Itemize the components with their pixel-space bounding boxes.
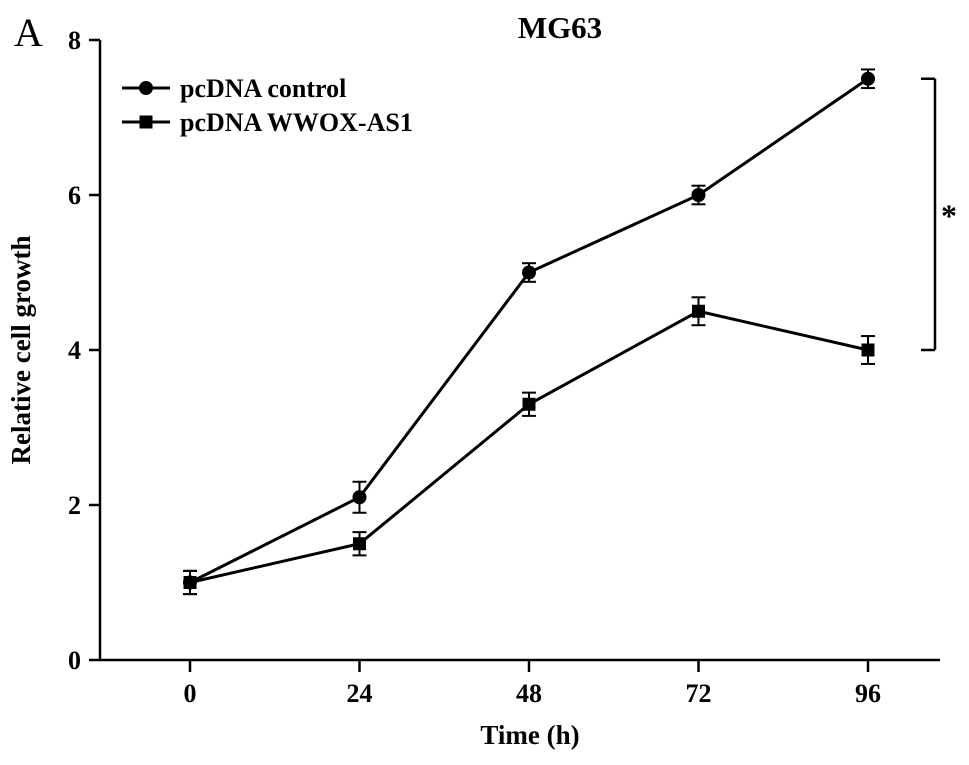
data-point-square xyxy=(183,576,197,589)
panel-label: A xyxy=(14,10,43,55)
chart-title: MG63 xyxy=(518,10,602,45)
y-tick-label: 4 xyxy=(68,336,81,365)
x-tick-label: 0 xyxy=(184,679,197,708)
y-tick-label: 6 xyxy=(68,181,81,210)
series-line xyxy=(189,77,869,584)
series-1 xyxy=(183,296,875,596)
x-tick-label: 48 xyxy=(516,679,542,708)
data-point-square xyxy=(861,343,875,357)
data-point-circle xyxy=(522,265,536,280)
data-point-square xyxy=(692,304,705,318)
legend-marker-square-icon xyxy=(139,115,153,129)
series-line xyxy=(189,309,869,584)
legend-marker-circle-icon xyxy=(139,81,153,95)
y-tick-label: 8 xyxy=(68,26,81,55)
x-axis-label: Time (h) xyxy=(480,720,579,750)
legend-label: pcDNA WWOX-AS1 xyxy=(180,108,413,137)
x-tick-label: 24 xyxy=(347,679,373,708)
significance-asterisk: * xyxy=(941,197,957,233)
series-0 xyxy=(183,68,875,596)
data-point-square xyxy=(522,397,536,411)
data-point-circle xyxy=(691,188,706,202)
legend: pcDNA control pcDNA WWOX-AS1 xyxy=(122,74,413,137)
y-tick-label: 2 xyxy=(68,491,81,520)
significance-bracket: * xyxy=(921,77,957,352)
data-point-square xyxy=(353,537,366,551)
y-tick-label: 0 xyxy=(68,646,81,675)
data-point-circle xyxy=(861,71,875,86)
x-tick-label: 72 xyxy=(686,679,712,708)
data-point-circle xyxy=(352,490,367,505)
y-axis-label: Relative cell growth xyxy=(6,236,36,465)
legend-label: pcDNA control xyxy=(180,74,346,103)
x-tick-label: 96 xyxy=(855,679,881,708)
data-series xyxy=(183,68,875,596)
